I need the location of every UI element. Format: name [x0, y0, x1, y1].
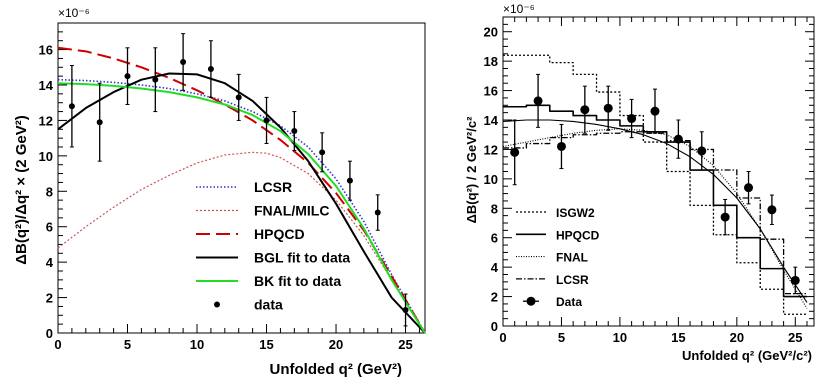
right-legend-label: LCSR — [556, 273, 589, 287]
left-y-tick-label: 6 — [46, 220, 53, 235]
right-data-point — [650, 106, 660, 116]
right-data-point — [580, 105, 590, 115]
left-y-tick-label: 4 — [46, 255, 54, 270]
left-series-fnal-milc — [57, 151, 426, 334]
left-plot-area: 0 5 10 15 20 25 0 2 4 6 8 10 12 14 16 — [39, 22, 426, 352]
right-y-tick-label: 4 — [491, 260, 499, 275]
right-x-tick-label: 10 — [613, 330, 627, 345]
right-y-tick-label: 14 — [484, 113, 499, 128]
right-legend-label: Data — [556, 295, 582, 309]
left-data-point — [180, 58, 187, 65]
left-y-tick-label: 10 — [39, 149, 53, 164]
right-legend-point-marker — [526, 296, 536, 306]
left-data-point — [263, 117, 270, 124]
right-data-point — [720, 212, 730, 222]
right-y-tick-label: 18 — [484, 54, 498, 69]
left-data-point — [68, 103, 75, 110]
right-data-point — [533, 96, 543, 106]
left-data-point — [402, 306, 409, 313]
left-y-axis-title: ΔB(q²)/Δq² × (2 GeV²) — [13, 115, 30, 264]
right-x-tick-label: 15 — [671, 330, 685, 345]
left-data-point — [152, 76, 159, 83]
right-data-point — [697, 146, 707, 156]
left-chart-panel: ×10⁻⁶ Unfolded q² (GeV²) ΔB(q²)/Δq² × (2… — [13, 6, 426, 378]
right-frame — [502, 16, 815, 327]
right-x-tick-label: 0 — [499, 330, 506, 345]
left-y-tick-label: 12 — [39, 113, 53, 128]
right-y-tick-label: 6 — [491, 231, 498, 246]
left-data-point — [96, 119, 103, 126]
right-data-point — [673, 134, 683, 144]
left-legend-label: FNAL/MILC — [254, 203, 329, 219]
right-x-tick-label: 5 — [558, 330, 565, 345]
left-series-bk-fit-to-data — [57, 82, 426, 334]
right-data-point — [510, 147, 520, 157]
right-y-tick-label: 12 — [484, 142, 498, 157]
left-y-tick-label: 0 — [46, 326, 53, 341]
left-legend-label: BGL fit to data — [254, 250, 350, 266]
left-data-point — [319, 149, 326, 156]
right-data-point — [767, 205, 777, 215]
right-x-axis-title: Unfolded q² (GeV²/c²) — [682, 348, 812, 363]
right-legend-label: ISGW2 — [556, 206, 595, 220]
left-x-tick-label: 0 — [54, 337, 61, 352]
right-y-tick-label: 20 — [484, 25, 498, 40]
left-legend-label: HPQCD — [254, 226, 305, 242]
right-y-tick-label: 2 — [491, 290, 498, 305]
right-y-tick-label: 10 — [484, 172, 498, 187]
right-x-tick-label: 20 — [730, 330, 744, 345]
left-legend-label: LCSR — [254, 179, 292, 195]
right-data-point — [627, 114, 637, 124]
left-x-axis-title: Unfolded q² (GeV²) — [270, 361, 402, 378]
left-x-tick-label: 10 — [190, 337, 204, 352]
right-data-point — [603, 103, 613, 113]
left-multiplier-label: ×10⁻⁶ — [58, 6, 90, 20]
left-legend-label: data — [254, 297, 283, 313]
left-data-point — [235, 94, 242, 101]
left-data-point — [374, 209, 381, 216]
left-y-tick-label: 8 — [46, 184, 53, 199]
left-x-tick-label: 20 — [329, 337, 343, 352]
left-data-point — [207, 66, 214, 73]
right-data-point — [744, 183, 754, 193]
left-x-tick-label: 25 — [398, 337, 412, 352]
right-y-tick-label: 0 — [491, 319, 498, 334]
right-y-tick-label: 16 — [484, 84, 498, 99]
right-y-tick-label: 8 — [491, 201, 498, 216]
left-y-tick-label: 14 — [39, 78, 54, 93]
right-y-axis-title: ΔB(q²) / 2 GeV²/c² — [464, 116, 479, 224]
left-legend-point-marker — [214, 301, 220, 308]
right-legend: ISGW2 HPQCD FNAL LCSR Data — [516, 206, 600, 309]
left-legend-label: BK fit to data — [254, 273, 341, 289]
right-multiplier-label: ×10⁻⁶ — [503, 2, 535, 16]
left-data-point — [124, 73, 131, 80]
left-data-point — [291, 128, 298, 135]
left-series-bgl-fit-to-data — [57, 72, 426, 334]
left-frame — [57, 22, 426, 334]
left-series-hpqcd — [57, 46, 426, 334]
right-series-fnal — [502, 128, 808, 309]
left-x-tick-label: 15 — [259, 337, 273, 352]
right-chart-panel: ×10⁻⁶ Unfolded q² (GeV²/c²) ΔB(q²) / 2 G… — [464, 2, 815, 363]
left-legend: LCSR FNAL/MILC HPQCD BGL fit to data BK fit … — [196, 179, 350, 313]
right-data-point — [556, 141, 566, 151]
right-legend-label: HPQCD — [556, 228, 600, 242]
left-series-lcsr — [57, 78, 426, 334]
left-data-point — [346, 177, 353, 184]
right-plot-area: 0 5 10 15 20 25 0 2 4 6 8 10 12 14 16 18 20 — [484, 16, 815, 345]
right-series-fit — [502, 119, 808, 303]
right-legend-label: FNAL — [556, 251, 588, 265]
left-y-tick-label: 16 — [39, 43, 53, 58]
right-data-point — [790, 275, 800, 285]
left-y-tick-label: 2 — [46, 291, 53, 306]
left-x-tick-label: 5 — [124, 337, 131, 352]
right-x-tick-label: 25 — [788, 330, 802, 345]
right-series-hpqcd — [503, 104, 807, 298]
